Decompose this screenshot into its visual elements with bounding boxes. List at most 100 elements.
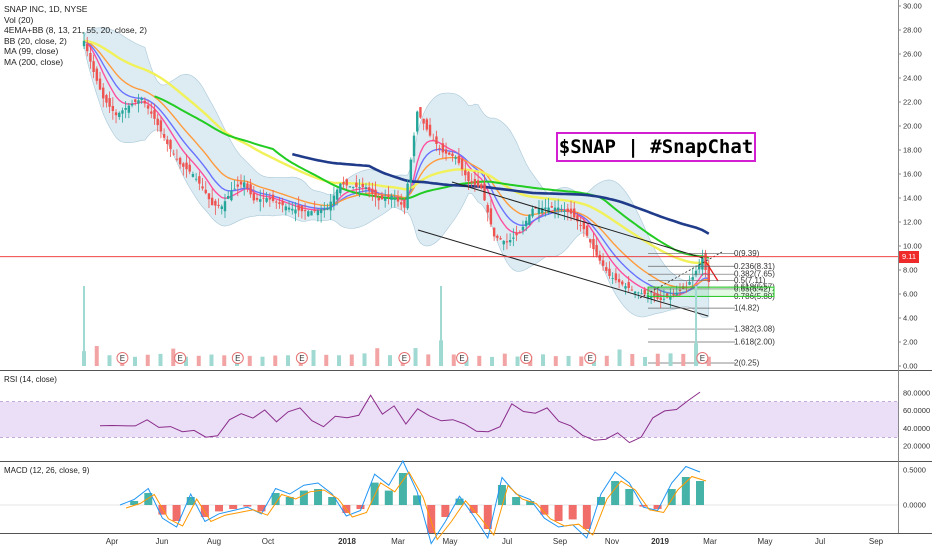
candle-body [704, 252, 707, 270]
candle-body [198, 176, 201, 184]
macd-histogram-bar [667, 489, 676, 505]
candle-body [217, 204, 220, 206]
candle-body [82, 40, 86, 47]
earnings-marker-label: E [588, 354, 593, 363]
candle-body [348, 186, 352, 188]
candle-body [531, 208, 534, 217]
candle-body [361, 183, 364, 188]
candle-body [579, 225, 582, 226]
candle-body [326, 207, 329, 210]
candle-body [124, 108, 127, 110]
macd-histogram-bar [554, 505, 563, 521]
candle-body [451, 153, 454, 156]
candle-body [153, 109, 156, 119]
earnings-marker [231, 352, 244, 364]
lower-trendline [417, 229, 709, 317]
candle-body [512, 237, 515, 239]
candle-body [412, 135, 416, 157]
macd-histogram-bar [469, 505, 478, 513]
macd-histogram-bar [596, 497, 605, 505]
volume-bar [451, 354, 456, 366]
candle-body [175, 158, 179, 160]
ma200-line [291, 152, 710, 235]
candle-body [156, 118, 159, 126]
candle-body [223, 201, 227, 212]
candle-body [627, 282, 630, 288]
candle-body [649, 296, 653, 299]
volume-spike-bar [695, 286, 698, 366]
candle-body [252, 193, 256, 201]
candle-body [630, 289, 634, 291]
candle-body [214, 200, 217, 206]
macd-histogram-bar [370, 482, 379, 505]
candle-body [653, 293, 656, 298]
candle-body [287, 207, 291, 210]
candle-body [278, 202, 281, 204]
candle-body [249, 184, 252, 195]
annotation-title[interactable]: $SNAP | #SnapChat [556, 132, 756, 162]
bb-indicator-label[interactable]: BB (20, close, 2) [4, 35, 67, 46]
fib-level-label: 0.65(6.42) [734, 284, 771, 293]
candle-body [665, 293, 669, 298]
volume-bar [94, 346, 99, 366]
candle-body [582, 221, 586, 230]
candle-body [540, 207, 544, 214]
candle-body [454, 157, 457, 159]
candle-body [569, 208, 573, 214]
candle-body [396, 197, 400, 202]
candle-body [95, 68, 99, 81]
candle-body [210, 197, 214, 206]
candle-body [435, 136, 438, 144]
candle-body [351, 187, 355, 188]
ma200-indicator-label[interactable]: MA (200, close) [4, 56, 64, 67]
candle-body [294, 209, 297, 214]
volume-bar [133, 356, 138, 366]
candle-body [355, 182, 358, 188]
macd-histogram-bar [243, 505, 252, 507]
volume-indicator-label[interactable]: Vol (20) [4, 14, 34, 25]
candle-body [547, 207, 550, 213]
ma99-indicator-label[interactable]: MA (99, close) [4, 46, 59, 57]
x-tick-label: Nov [605, 537, 619, 546]
indicator-legend: SNAP INC, 1D, NYSE Vol (20) 4EMA+BB (8, … [4, 4, 147, 68]
earnings-marker-label: E [177, 354, 182, 363]
candle-body [425, 119, 429, 130]
y-tick-label: 4.00 [903, 314, 918, 323]
candle-body [204, 189, 207, 194]
volume-bar [158, 353, 163, 366]
earnings-marker-label: E [120, 354, 125, 363]
volume-bar [196, 355, 201, 366]
bollinger-band-cloud [83, 27, 710, 318]
candle-body [560, 209, 563, 210]
candle-body [313, 210, 316, 212]
macd-panel-label[interactable]: MACD (12, 26, close, 9) [4, 466, 90, 475]
candle-body [127, 105, 131, 113]
candle-body [121, 110, 124, 114]
candle-body [550, 206, 553, 208]
macd-histogram-bar [540, 505, 549, 515]
ema-bb-indicator-label[interactable]: 4EMA+BB (8, 13, 21, 55, 20, close, 2) [4, 25, 147, 36]
candle-body [499, 238, 502, 240]
candle-body [342, 182, 345, 185]
earnings-marker-label: E [235, 354, 240, 363]
macd-histogram-bar [356, 505, 365, 509]
candle-body [659, 297, 662, 300]
candle-body [601, 260, 605, 266]
candle-body [185, 162, 188, 170]
candle-body [621, 281, 624, 285]
candle-body [524, 220, 528, 227]
candle-body [438, 148, 441, 149]
symbol-label[interactable]: SNAP INC, 1D, NYSE [4, 4, 88, 14]
candle-body [640, 293, 643, 295]
fib-level-label: 1.382(3.08) [734, 325, 775, 334]
fib-level-label: 1.618(2.00) [734, 338, 775, 347]
rsi-panel-label[interactable]: RSI (14, close) [4, 375, 57, 384]
candle-body [226, 196, 230, 199]
y-tick-label: 20.00 [903, 122, 922, 131]
candle-body [444, 149, 448, 154]
volume-bar [617, 349, 622, 366]
earnings-marker [398, 352, 411, 364]
candle-body [130, 103, 134, 106]
candle-body [182, 163, 185, 167]
